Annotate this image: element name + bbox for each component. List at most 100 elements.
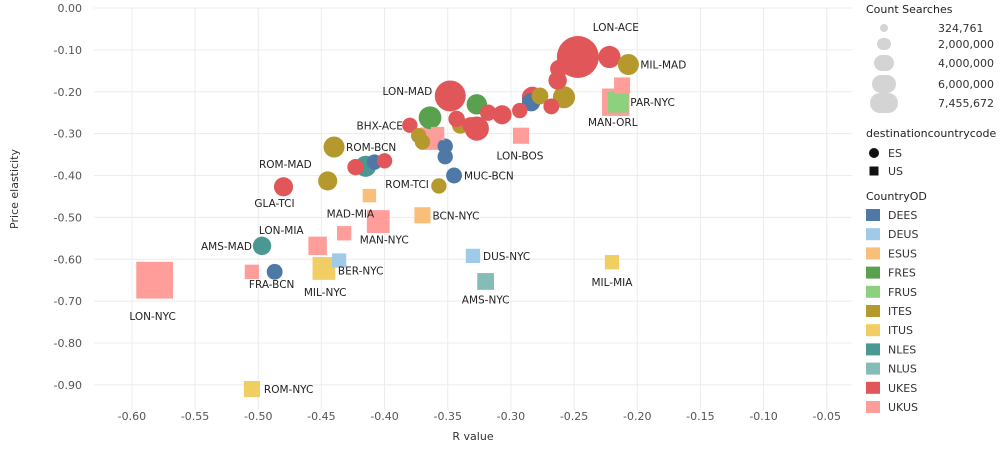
color-legend-swatch [866,324,880,337]
legend-layer: Count Searches 324,761 2,000,000 4,000,000 6… [866,3,996,414]
axis-layer: -0.60 -0.55 -0.50 -0.45 -0.40 -0.35 -0.30 -0.25… [8,2,841,443]
point-label: DUS-NYC [483,251,530,263]
y-tick-label: -0.10 [54,44,82,57]
color-legend-swatch [866,305,880,317]
point-labels-layer: LON-ACE MIL-MAD PAR-NYC MAN-ORL LON-MAD LON-B… [129,22,686,396]
marks-layer [136,35,639,398]
y-tick-label: -0.60 [54,253,82,266]
point-square-ukus [366,210,390,233]
point-circle-dees [266,263,283,280]
point-square-itus [312,257,336,280]
point-circle-ukes [448,110,465,128]
color-legend-label: ITUS [888,324,913,337]
point-circle-ukes [512,102,528,119]
point-square-ukus [512,127,530,144]
y-tick-label: -0.80 [54,337,82,350]
x-tick-label: -0.05 [812,410,840,423]
point-square-ukus [614,77,631,94]
y-tick-label: -0.50 [54,211,82,224]
color-legend-label: NLES [888,343,916,356]
color-legend-swatch [866,228,880,241]
point-label: ROM-BCN [346,142,396,154]
x-tick-label: -0.30 [497,410,525,423]
point-circle-ukes [347,158,364,176]
point-circle-ites [431,178,447,194]
point-label: MAN-ORL [588,117,638,129]
x-tick-label: -0.20 [623,410,651,423]
point-circle-fres [418,106,442,130]
size-legend-label: 7,455,672 [938,97,994,110]
x-tick-label: -0.15 [686,410,714,423]
size-legend-swatch [874,55,894,71]
point-square-esus [362,188,377,203]
grid-layer [94,7,852,410]
color-legend-label: FRUS [888,286,917,299]
x-tick-label: -0.55 [181,410,209,423]
point-label: ROM-TCI [385,179,429,191]
point-label: FRA-BCN [249,279,294,291]
point-square-ukus [136,261,174,299]
size-legend-label: 2,000,000 [938,38,994,51]
point-label: BER-NYC [338,265,384,277]
point-square-esus [414,207,431,224]
point-circle-ukes [492,105,512,125]
y-axis-title: Price elasticity [8,149,21,229]
x-tick-label: -0.10 [749,410,777,423]
size-legend-swatch [872,75,896,93]
point-circle-ukes [376,153,393,169]
point-circle-ukes [273,177,294,197]
point-label: AMS-NYC [462,294,510,306]
y-tick-label: -0.90 [54,379,82,392]
point-square-deus [465,248,481,264]
size-legend-label: 4,000,000 [938,57,994,70]
point-circle-ukes [479,104,497,121]
point-square-itus [243,381,260,398]
point-circle-ites [414,134,431,150]
shape-legend-square [869,166,879,176]
point-label: BHX-ACE [357,120,403,132]
color-legend-swatch [866,343,880,356]
x-tick-label: -0.25 [560,410,588,423]
color-legend-label: NLUS [888,363,917,376]
point-label: MIL-MAD [640,60,686,72]
point-square-deus [331,253,347,268]
color-legend-swatch [866,266,880,279]
point-square-frus [607,91,629,113]
point-circle-ukes [550,59,568,78]
y-tick-label: -0.30 [54,128,82,141]
point-label: MUC-BCN [464,171,514,183]
color-legend-swatch [866,247,880,260]
point-square-ukus [244,264,260,279]
point-label: LON-NYC [129,311,175,323]
color-legend-label: UKES [888,382,917,395]
size-legend-swatch [870,93,898,113]
color-legend-label: DEUS [888,228,918,241]
shape-legend-circle [869,148,879,158]
x-axis-title: R value [452,430,493,443]
x-tick-label: -0.40 [370,410,398,423]
point-circle-ukes [402,117,418,133]
point-square-itus [604,255,620,270]
point-circle-ukes [598,45,621,69]
shape-legend-label: US [888,165,903,178]
point-label: ROM-MAD [259,159,312,171]
color-legend-swatch [866,209,880,221]
point-circle-dees [446,167,462,184]
size-legend-swatch [877,38,891,50]
point-label: AMS-MAD [201,241,252,253]
point-label: MAD-MIA [327,209,375,221]
point-label: LON-ACE [593,22,639,34]
point-label: GLA-TCI [254,198,294,210]
point-circle-ites [552,86,576,109]
point-label: LON-BOS [497,151,544,163]
point-circle-ites [531,87,549,105]
shape-legend-title: destinationcountrycode [866,127,996,140]
point-label: MIL-NYC [304,287,347,299]
color-legend-label: DEES [888,209,917,222]
point-square-ukus [430,126,445,141]
color-legend-title: CountryOD [866,190,927,203]
point-label: LON-MIA [259,225,305,237]
point-label: MAN-NYC [360,235,409,247]
point-square-nlus [477,273,495,290]
